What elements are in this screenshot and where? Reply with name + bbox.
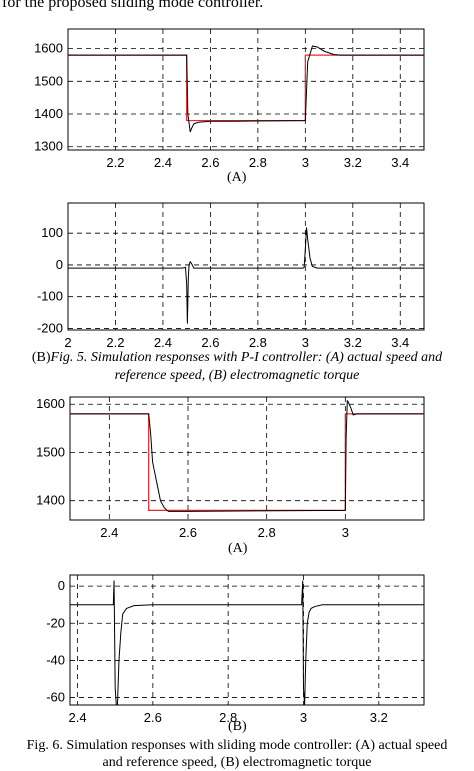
- chart2-xtick-label: 2.6: [201, 335, 219, 350]
- chart3-reference-line: [70, 413, 424, 511]
- chart2-ytick-label: 0: [56, 257, 63, 272]
- chart4-ytick-label: -20: [46, 615, 65, 630]
- chart3-frame: [69, 396, 425, 521]
- chart1-ytick-label: 1300: [34, 139, 63, 154]
- chart2-xtick-label: 2: [64, 335, 71, 350]
- chart4-ytick-label: -40: [46, 652, 65, 667]
- chart2-frame: [67, 202, 425, 331]
- chart4-ytick-label: -60: [46, 690, 65, 705]
- chart3-xtick-label: 3: [342, 525, 349, 540]
- chart2-torque-line: [68, 227, 424, 324]
- chart4-caption: (B): [228, 719, 247, 734]
- chart1-actual-line: [68, 45, 424, 133]
- fig5-caption-prefix: (B): [31, 350, 51, 365]
- chart2-xtick-label: 2.4: [154, 335, 172, 350]
- chart2-xtick-label: 3: [302, 335, 309, 350]
- chart2-xtick-label: 3.2: [344, 335, 362, 350]
- preceding-text-line: for the proposed sliding mode controller…: [2, 0, 264, 11]
- chart4-xtick-label: 3: [300, 710, 307, 725]
- chart3-xtick-label: 2.4: [100, 525, 118, 540]
- chart2-xtick-label: 3.4: [391, 335, 409, 350]
- chart1-xtick-label: 2.8: [249, 155, 267, 170]
- chart3-xtick-label: 2.6: [179, 525, 197, 540]
- chart2-xtick-label: 2.2: [106, 335, 124, 350]
- chart1-reference-line: [68, 54, 424, 122]
- chart3-xtick-label: 2.8: [258, 525, 276, 540]
- fig5-caption-line2: reference speed, (B) electromagnetic tor…: [114, 368, 360, 383]
- chart4-xtick-label: 2.4: [68, 710, 86, 725]
- fig5-caption-line1: Fig. 5. Simulation responses with P-I co…: [50, 350, 443, 365]
- chart3-ytick-label: 1500: [36, 444, 65, 459]
- chart4-xtick-label: 2.8: [219, 710, 237, 725]
- chart1-xtick-label: 2.4: [154, 155, 172, 170]
- fig6-caption-line2: and reference speed, (B) electromagnetic…: [102, 755, 372, 770]
- chart4-ytick-label: 0: [58, 578, 65, 593]
- chart2-xtick-label: 2.8: [249, 335, 267, 350]
- fig5-caption: (B)Fig. 5. Simulation responses with P-I…: [0, 349, 474, 385]
- chart1-xtick-label: 2.2: [106, 155, 124, 170]
- chart1-ytick-label: 1400: [34, 106, 63, 121]
- chart2-ytick-label: 100: [41, 225, 63, 240]
- chart2-ytick-label: -100: [37, 289, 63, 304]
- chart4-torque-line: [70, 580, 424, 705]
- chart3-ytick-label: 1600: [36, 396, 65, 411]
- chart4-xtick-label: 3.2: [370, 710, 388, 725]
- chart3-actual-line: [70, 400, 424, 512]
- chart1-xtick-label: 3.4: [391, 155, 409, 170]
- chart1-xtick-label: 3: [302, 155, 309, 170]
- chart4-frame: [69, 574, 425, 706]
- chart1-ytick-label: 1600: [34, 41, 63, 56]
- chart3-ytick-label: 1400: [36, 493, 65, 508]
- chart4-xtick-label: 2.6: [144, 710, 162, 725]
- fig6-caption-line1: Fig. 6. Simulation responses with slidin…: [26, 738, 448, 753]
- chart1-frame: [67, 28, 425, 151]
- chart3-caption: (A): [228, 541, 248, 556]
- chart1-xtick-label: 2.6: [201, 155, 219, 170]
- chart1-xtick-label: 3.2: [344, 155, 362, 170]
- chart1-ytick-label: 1500: [34, 73, 63, 88]
- chart2-ytick-label: -200: [37, 320, 63, 335]
- chart1-caption: (A): [227, 170, 247, 185]
